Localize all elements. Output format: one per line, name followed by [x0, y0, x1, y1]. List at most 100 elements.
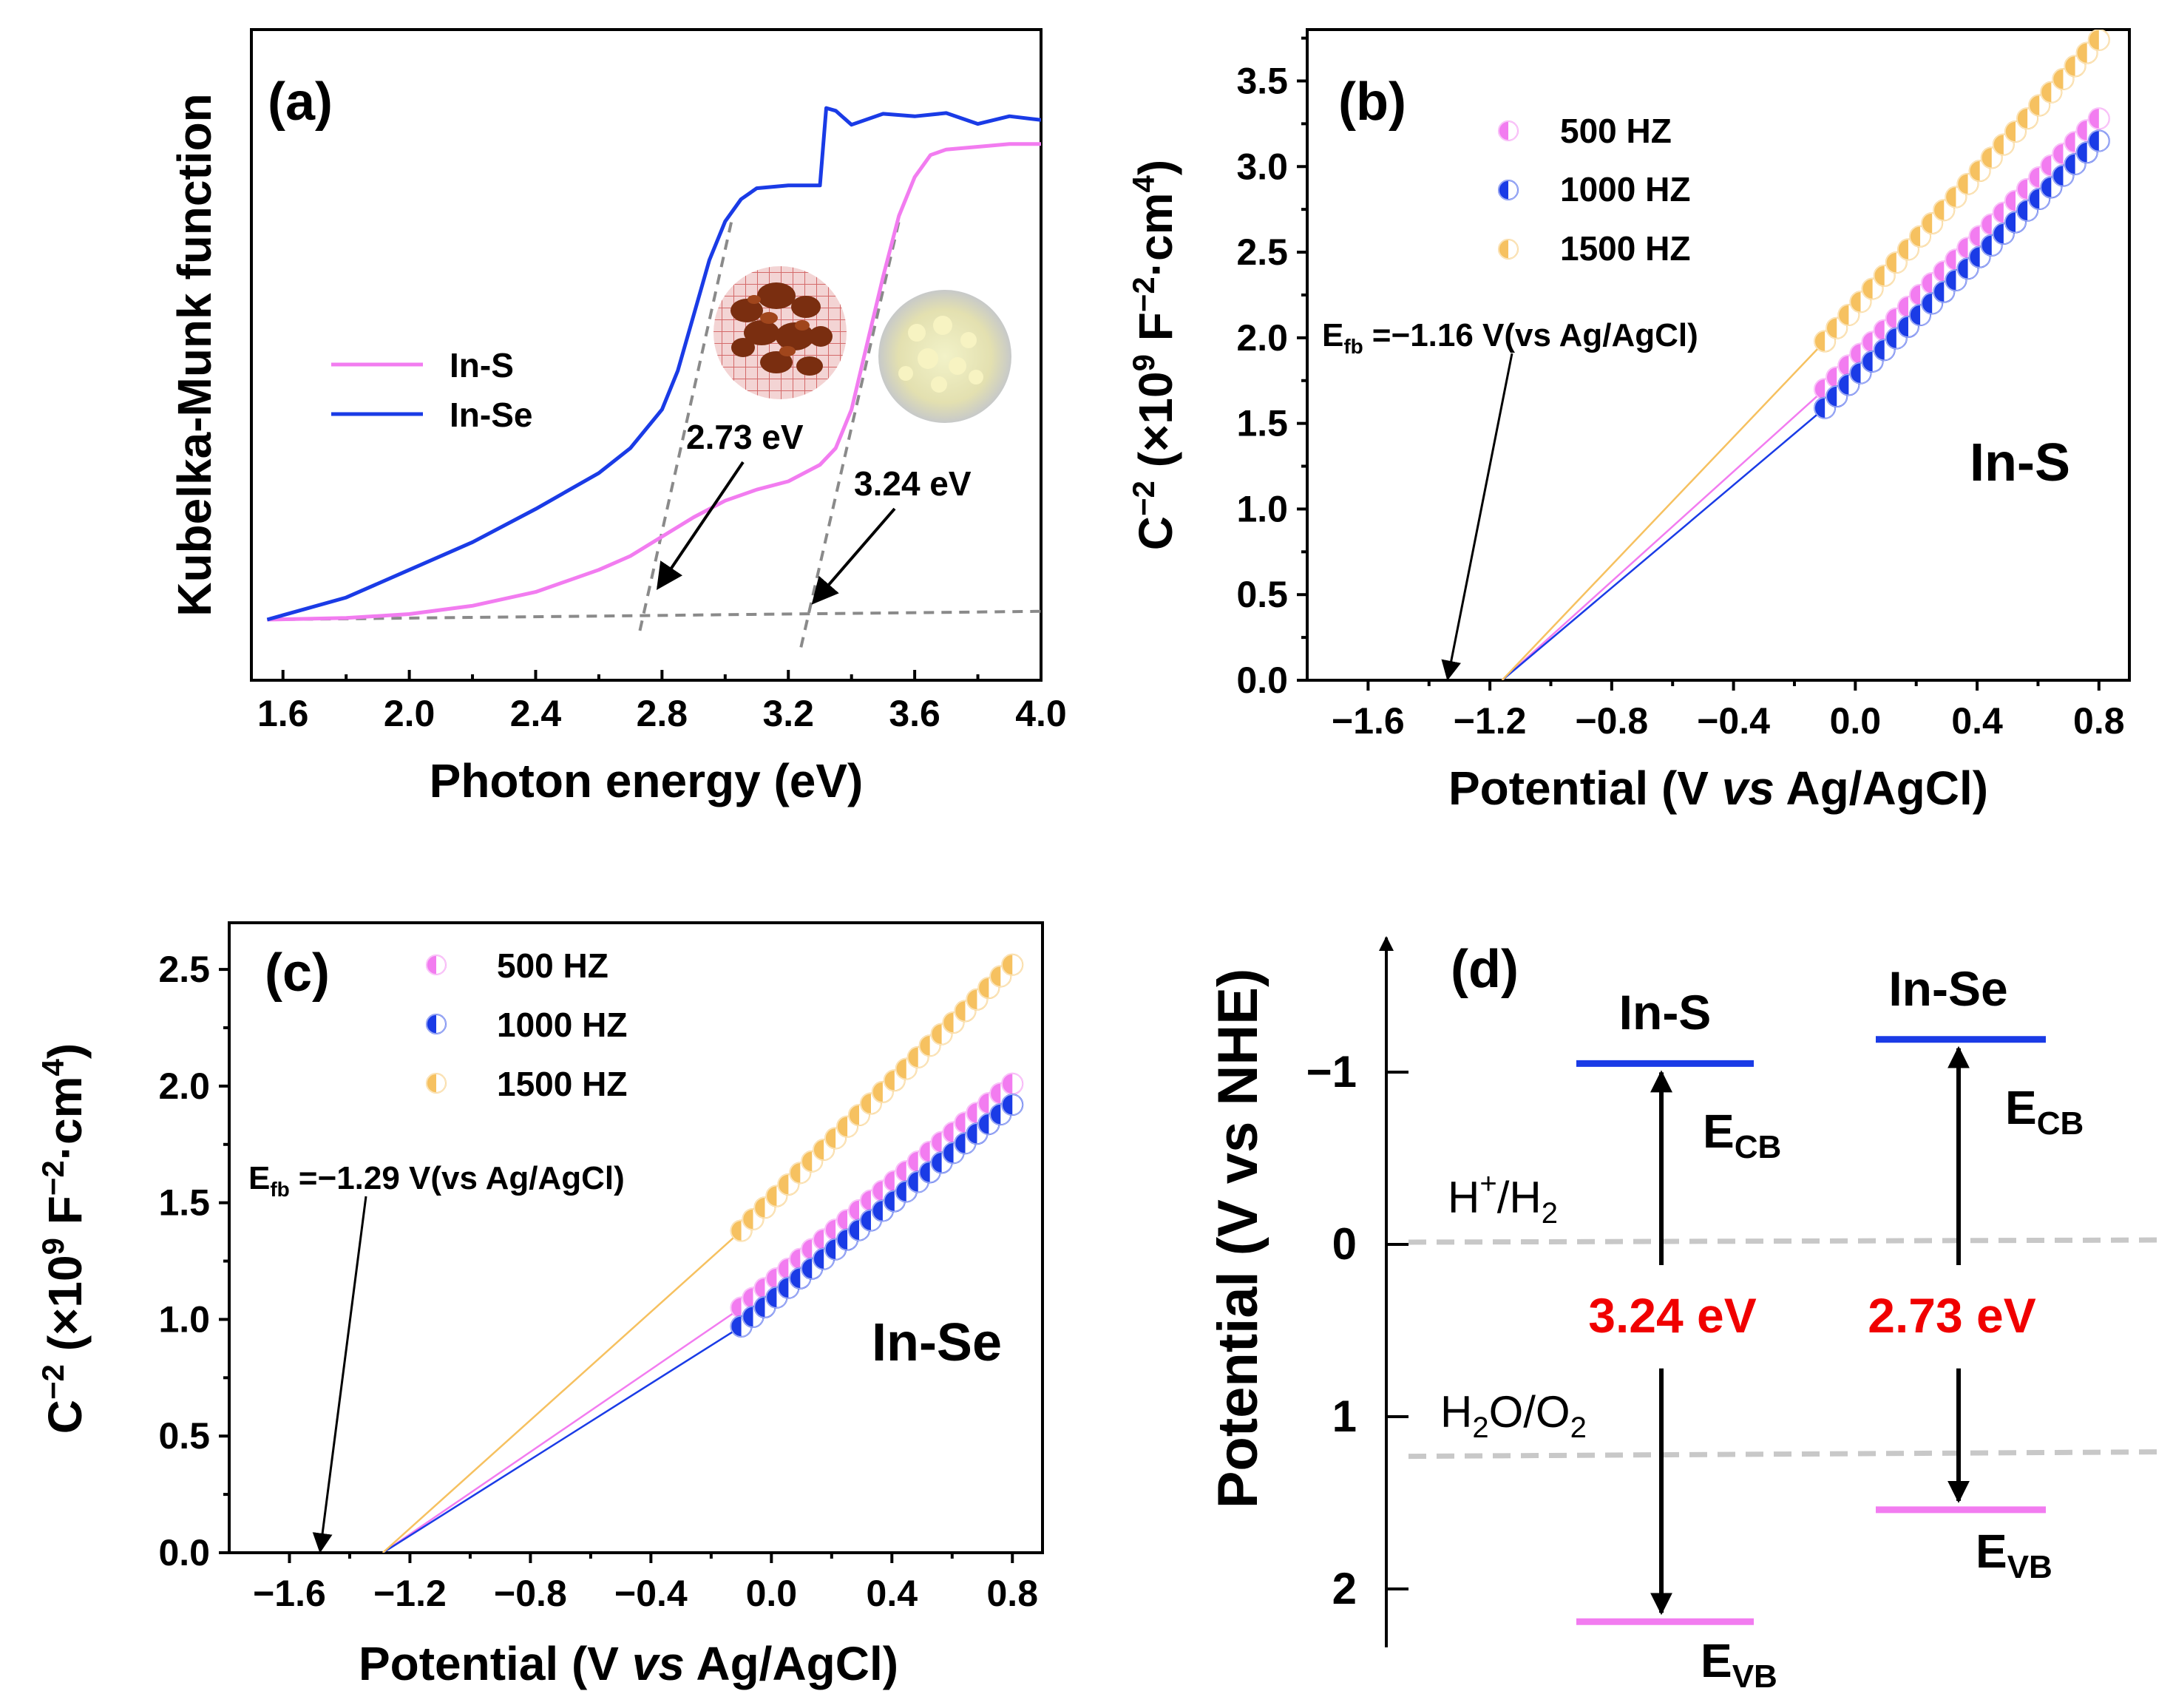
data-point-1000-hz [1992, 223, 2015, 245]
data-point-1500-hz [765, 1185, 788, 1207]
x-tick-label: 3.2 [762, 693, 814, 734]
panel-c-label: (c) [265, 943, 330, 1003]
x-tick-label: 0.4 [1951, 700, 2003, 742]
marker-half [919, 1141, 930, 1162]
marker-half [907, 1046, 918, 1068]
marker-half [907, 1171, 918, 1193]
marker-rim [1945, 269, 1967, 291]
marker-rim [1837, 373, 1860, 396]
marker-half [1981, 234, 1992, 256]
marker-half [860, 1210, 871, 1231]
marker-half [1945, 270, 1956, 291]
evb-label-in-s: EVB [1701, 1634, 1777, 1695]
y-tick-label: 2 [1332, 1564, 1357, 1613]
h-plus-h2-label: H+/H2 [1448, 1168, 1558, 1230]
marker-half [1850, 291, 1861, 313]
x-tick-label: −1.2 [1454, 700, 1527, 742]
marker-half [895, 1058, 906, 1080]
marker-half [1499, 121, 1508, 140]
x-tick-label: 2.4 [510, 693, 562, 734]
marker-half [1885, 328, 1896, 349]
marker-half [766, 1287, 777, 1308]
data-point-1000-hz [906, 1170, 929, 1193]
marker-rim [1814, 397, 1836, 419]
band-gap-in-s: 3.24 eV [1588, 1288, 1757, 1343]
fit-line-1500-hz [1501, 340, 1826, 680]
marker-rim [954, 1000, 977, 1023]
band-gap-in-se: 2.73 eV [1868, 1288, 2036, 1343]
marker-half [1993, 202, 2004, 223]
gap-label-in-se: 2.73 eV [686, 418, 804, 456]
marker-half [1002, 1094, 1013, 1116]
x-tick-label: −1.6 [253, 1573, 326, 1614]
panel-d-label: (d) [1451, 940, 1519, 999]
marker-half [1814, 397, 1825, 418]
marker-half [849, 1105, 860, 1126]
marker-rim [2064, 153, 2086, 175]
marker-rim [1897, 238, 1919, 261]
legend-in-se-label: In-Se [450, 396, 532, 434]
marker-half [978, 977, 989, 999]
y-tick-label: 2.5 [1236, 231, 1288, 273]
marker-rim [1825, 385, 1848, 407]
x-tick-label: −0.4 [614, 1573, 688, 1614]
panel-a-series [266, 106, 1041, 622]
x-tick-label: 2.8 [637, 693, 688, 734]
x-tick-label: −0.4 [1697, 700, 1770, 742]
marker-half [2041, 155, 2052, 177]
marker-half [919, 1162, 930, 1183]
marker-half [2005, 211, 2016, 233]
legend-in-s-label: In-S [450, 346, 514, 384]
marker-rim [942, 1011, 965, 1034]
marker-rim [1849, 291, 1872, 314]
marker-half [754, 1197, 765, 1219]
marker-half [742, 1208, 753, 1230]
marker-rim [1921, 212, 1943, 234]
fit-line-1000-hz [1501, 407, 1825, 680]
efb-annotation-c: Efb =−1.29 V(vs Ag/AgCl) [248, 1160, 625, 1201]
marker-half [730, 1297, 742, 1318]
marker-half [742, 1287, 753, 1309]
band-name-in-se: In-Se [1888, 961, 2007, 1016]
marker-half [1838, 374, 1849, 396]
marker-half [790, 1267, 801, 1289]
marker-half [931, 1023, 942, 1045]
marker-half [730, 1315, 742, 1337]
marker-half [790, 1248, 801, 1270]
marker-half [990, 1104, 1001, 1125]
efb-annotation-b: Efb =−1.16 V(vs Ag/AgCl) [1322, 317, 1698, 358]
panel-c-x-label: Potential (V vs Ag/AgCl) [359, 1637, 898, 1690]
marker-half [801, 1238, 813, 1260]
data-point-1000-hz [2087, 129, 2110, 152]
fit-line-500-hz [382, 1307, 742, 1553]
marker-rim [1498, 121, 1519, 141]
marker-rim [1498, 180, 1519, 200]
marker-half [860, 1093, 871, 1114]
x-tick-label: 0.0 [1830, 700, 1882, 742]
panel-c-sample-label: In-Se [872, 1313, 1002, 1372]
marker-rim [1933, 199, 1956, 222]
marker-rim [1849, 362, 1872, 384]
marker-rim [2040, 81, 2063, 104]
marker-half [1993, 134, 2004, 155]
data-point-1000-hz [1001, 1094, 1024, 1116]
legend-1000hz-label: 1000 HZ [1560, 170, 1690, 209]
marker-half [1874, 265, 1885, 286]
panel-b-label: (b) [1338, 72, 1406, 132]
marker-half [2088, 108, 2099, 129]
panel-b-sample-label: In-S [1970, 433, 2070, 492]
marker-half [919, 1035, 930, 1057]
marker-half [2076, 42, 2087, 64]
panel-c-y-label: C−2 (×109 F−2·cm4) [35, 1043, 92, 1434]
marker-half [1838, 305, 1849, 326]
data-point-1000-hz [2075, 141, 2098, 164]
legend-1500hz-label-c: 1500 HZ [497, 1065, 627, 1103]
marker-rim [1861, 350, 1884, 373]
marker-half [2076, 120, 2087, 141]
data-point-1500-hz [2087, 30, 2110, 51]
x-tick-label: −1.2 [373, 1573, 447, 1614]
marker-half [2005, 190, 2016, 211]
marker-rim [765, 1185, 788, 1207]
marker-rim [1968, 245, 1991, 268]
y-tick-label: 3.0 [1236, 146, 1288, 187]
